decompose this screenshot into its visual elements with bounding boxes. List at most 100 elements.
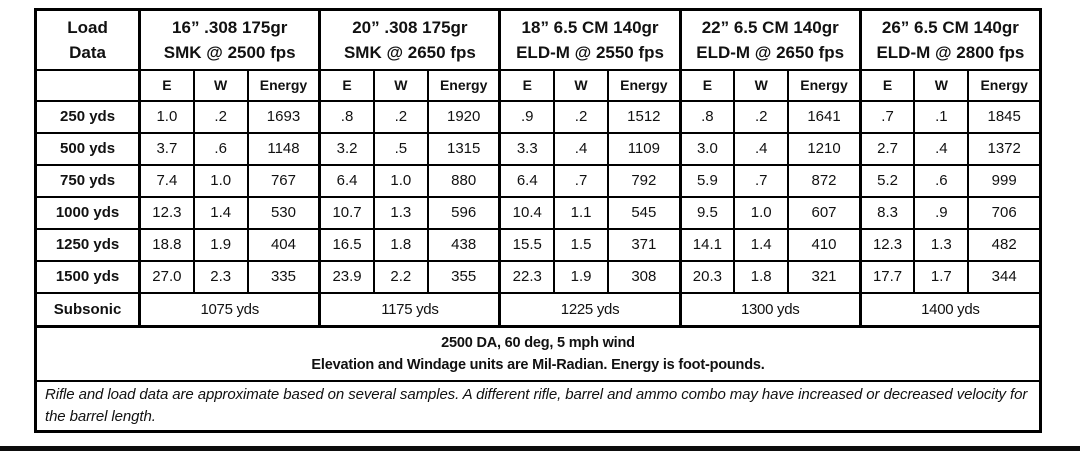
data-cell: .4 <box>913 131 970 166</box>
data-cell: 482 <box>967 227 1042 262</box>
data-cell: 308 <box>607 259 682 294</box>
sub-header-e: E <box>318 68 375 102</box>
data-cell: 596 <box>426 195 501 230</box>
conditions-line1: 2500 DA, 60 deg, 5 mph wind <box>441 334 635 351</box>
data-cell: 9.5 <box>678 195 736 230</box>
data-cell: 1.3 <box>372 195 429 230</box>
data-cell: 3.0 <box>678 131 736 166</box>
data-cell: 880 <box>426 163 501 198</box>
data-cell: 8.3 <box>858 195 916 230</box>
data-cell: 3.3 <box>498 131 556 166</box>
data-cell: .7 <box>858 99 916 134</box>
data-cell: 344 <box>967 259 1042 294</box>
sub-header-w: W <box>913 68 970 102</box>
data-cell: 530 <box>246 195 321 230</box>
sub-header-energy: Energy <box>787 68 862 102</box>
range-label: 500 yds <box>34 131 141 166</box>
data-cell: 410 <box>787 227 862 262</box>
data-cell: 1.8 <box>733 259 790 294</box>
data-cell: 371 <box>607 227 682 262</box>
corner-line1: Load <box>67 17 108 37</box>
data-cell: 1693 <box>246 99 321 134</box>
data-cell: 16.5 <box>318 227 375 262</box>
subsonic-value: 1400 yds <box>858 291 1042 328</box>
subsonic-row: Subsonic 1075 yds 1175 yds 1225 yds 1300 yds… <box>34 291 1042 328</box>
data-cell: .7 <box>553 163 610 198</box>
table-row: 1500 yds 27.0 2.3 335 23.9 2.2 355 22.3 1.9 308 20… <box>34 259 1042 294</box>
conditions-row: 2500 DA, 60 deg, 5 mph wind Elevation an… <box>34 325 1042 382</box>
data-cell: .8 <box>678 99 736 134</box>
table-row: 500 yds 3.7.6 1148 3.2.5 1315 3.3.4 1109 3.0.4 1… <box>34 131 1042 166</box>
data-cell: 1.0 <box>138 99 195 134</box>
data-cell: 335 <box>246 259 321 294</box>
data-cell: 1.3 <box>913 227 970 262</box>
data-cell: 1.0 <box>192 163 249 198</box>
data-cell: 1.9 <box>553 259 610 294</box>
data-cell: 12.3 <box>858 227 916 262</box>
data-cell: 999 <box>967 163 1042 198</box>
sub-header-e: E <box>858 68 916 102</box>
data-cell: 1920 <box>426 99 501 134</box>
group-header-26in-65cm: 26” 6.5 CM 140gr ELD-M @ 2800 fps <box>858 8 1042 71</box>
sub-header-e: E <box>678 68 736 102</box>
group-header-18in-65cm: 18” 6.5 CM 140gr ELD-M @ 2550 fps <box>498 8 682 71</box>
data-cell: 5.9 <box>678 163 736 198</box>
data-cell: .5 <box>372 131 429 166</box>
data-cell: .2 <box>372 99 429 134</box>
data-cell: 1.4 <box>733 227 790 262</box>
data-cell: 3.2 <box>318 131 375 166</box>
data-cell: 767 <box>246 163 321 198</box>
data-cell: 404 <box>246 227 321 262</box>
data-cell: 17.7 <box>858 259 916 294</box>
data-cell: 1315 <box>426 131 501 166</box>
group-header-22in-65cm: 22” 6.5 CM 140gr ELD-M @ 2650 fps <box>678 8 862 71</box>
data-cell: .2 <box>553 99 610 134</box>
load-data-table-wrap: Load Data 16” .308 175gr SMK @ 2500 fps … <box>34 8 1042 433</box>
sub-header-energy: Energy <box>607 68 682 102</box>
data-cell: 321 <box>787 259 862 294</box>
data-cell: .6 <box>192 131 249 166</box>
subsonic-value: 1225 yds <box>498 291 682 328</box>
disclaimer-row: Rifle and load data are approximate base… <box>34 379 1042 432</box>
range-label: 1000 yds <box>34 195 141 230</box>
data-cell: 1.9 <box>192 227 249 262</box>
group-title-line1: 16” .308 175gr <box>172 17 288 37</box>
group-title-line2: ELD-M @ 2550 fps <box>516 42 664 62</box>
sub-header-w: W <box>372 68 429 102</box>
data-cell: 2.2 <box>372 259 429 294</box>
group-header-20in-308: 20” .308 175gr SMK @ 2650 fps <box>318 8 501 71</box>
data-cell: 20.3 <box>678 259 736 294</box>
group-title-line2: SMK @ 2650 fps <box>343 42 476 62</box>
data-cell: .6 <box>913 163 970 198</box>
data-cell: 2.7 <box>858 131 916 166</box>
data-cell: .7 <box>733 163 790 198</box>
subsonic-value: 1175 yds <box>318 291 501 328</box>
data-cell: 1148 <box>246 131 321 166</box>
data-cell: 1.5 <box>553 227 610 262</box>
table-row: 1000 yds 12.3 1.4 530 10.7 1.3 596 10.4 1.1 545 9.… <box>34 195 1042 230</box>
data-cell: .9 <box>913 195 970 230</box>
data-cell: .2 <box>733 99 790 134</box>
range-label: 1250 yds <box>34 227 141 262</box>
sub-header-energy: Energy <box>246 68 321 102</box>
range-label: 250 yds <box>34 99 141 134</box>
data-cell: .9 <box>498 99 556 134</box>
data-cell: 1.0 <box>733 195 790 230</box>
data-cell: .2 <box>192 99 249 134</box>
data-cell: 3.7 <box>138 131 195 166</box>
sub-header-energy: Energy <box>426 68 501 102</box>
data-cell: 1.8 <box>372 227 429 262</box>
data-cell: 22.3 <box>498 259 556 294</box>
subsonic-value: 1075 yds <box>138 291 321 328</box>
table-body: 250 yds 1.0.2 1693.8.2 1920.9.2 1512.8.2 1641… <box>34 99 1042 328</box>
sub-header-w: W <box>553 68 610 102</box>
data-cell: 10.7 <box>318 195 375 230</box>
sub-header-w: W <box>733 68 790 102</box>
bottom-rule <box>0 446 1080 451</box>
table-row: 1250 yds 18.8 1.9 404 16.5 1.8 438 15.5 1.5 371 14… <box>34 227 1042 262</box>
data-cell: 1.7 <box>913 259 970 294</box>
data-cell: 23.9 <box>318 259 375 294</box>
data-cell: 6.4 <box>318 163 375 198</box>
data-cell: 18.8 <box>138 227 195 262</box>
